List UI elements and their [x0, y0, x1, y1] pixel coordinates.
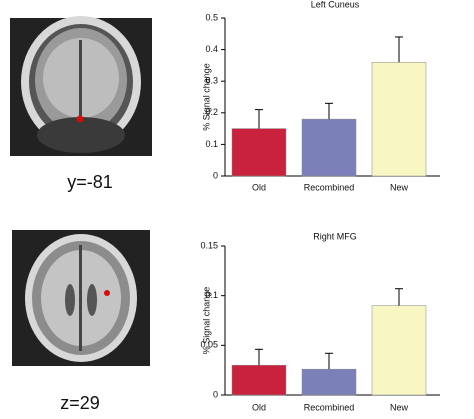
x-tick-label: New: [390, 402, 409, 412]
bar: [371, 305, 427, 396]
x-tick-label: Recombined: [304, 402, 355, 412]
bar: [371, 61, 427, 177]
chart-title: Left Cuneus: [311, 0, 360, 9]
chart-title: Right MFG: [313, 231, 357, 241]
bar: [301, 368, 357, 396]
y-tick-label: 0: [213, 170, 218, 180]
bar: [301, 118, 357, 177]
y-tick-label: 0.4: [205, 44, 218, 54]
x-tick-label: Old: [252, 182, 266, 192]
slice-label: y=-81: [67, 172, 113, 192]
slice-label: z=29: [60, 393, 100, 413]
bar: [231, 128, 287, 177]
y-tick-label: 0.2: [205, 107, 218, 117]
y-tick-label: 0.1: [205, 290, 218, 300]
y-axis-label: % Signal change: [201, 287, 211, 355]
x-tick-label: New: [390, 182, 409, 192]
x-tick-label: Recombined: [304, 182, 355, 192]
y-tick-label: 0.15: [200, 240, 218, 250]
x-tick-label: Old: [252, 402, 266, 412]
y-tick-label: 0.3: [205, 76, 218, 86]
y-tick-label: 0.5: [205, 12, 218, 22]
y-tick-label: 0: [213, 389, 218, 399]
y-axis-label: % Signal change: [201, 63, 211, 131]
y-tick-label: 0.1: [205, 139, 218, 149]
bar: [231, 364, 287, 396]
brain-coronal: [10, 16, 152, 156]
y-tick-label: 0.05: [200, 340, 218, 350]
brain-axial: [12, 230, 150, 366]
